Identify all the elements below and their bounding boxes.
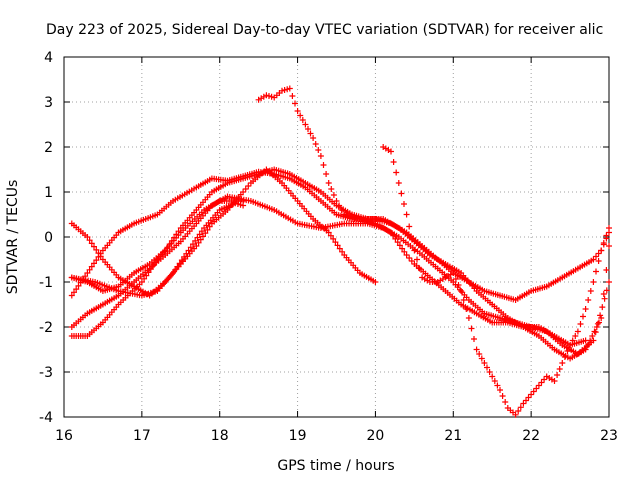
x-tick-label: 21 [444, 428, 462, 444]
y-tick-label: 2 [44, 140, 53, 156]
series-markers [380, 144, 612, 418]
series-markers [68, 166, 612, 362]
x-tick-label: 22 [522, 428, 540, 444]
series-track-3 [68, 168, 612, 303]
y-tick-labels: -4 -3 -2 -1 0 1 2 3 4 [39, 50, 53, 426]
x-tick-label: 17 [133, 428, 151, 444]
series-markers [68, 166, 379, 299]
grid-lines [64, 57, 609, 417]
x-axis-label: GPS time / hours [277, 458, 394, 474]
y-tick-label: -2 [39, 320, 53, 336]
x-tick-labels: 16 17 18 19 20 21 22 23 [55, 428, 618, 444]
y-tick-label: -4 [39, 410, 53, 426]
y-tick-label: 4 [44, 50, 53, 66]
series-markers [68, 193, 612, 357]
axis-ticks [63, 56, 610, 418]
y-tick-label: -1 [39, 275, 53, 291]
y-axis-label: SDTVAR / TECUs [5, 180, 21, 295]
series-markers [68, 168, 612, 303]
series-track-5 [68, 193, 612, 357]
series-track-8 [380, 144, 612, 418]
series-track-7 [255, 85, 589, 348]
x-tick-label: 20 [367, 428, 385, 444]
series-markers [255, 85, 589, 348]
y-tick-label: 3 [44, 95, 53, 111]
y-tick-label: 0 [44, 230, 53, 246]
series-track-6 [68, 166, 612, 362]
y-tick-label: 1 [44, 185, 53, 201]
series-track-4 [68, 166, 379, 299]
series-layer [68, 85, 612, 418]
x-tick-label: 23 [600, 428, 618, 444]
x-tick-label: 19 [289, 428, 307, 444]
x-tick-label: 16 [55, 428, 73, 444]
y-tick-label: -3 [39, 365, 53, 381]
chart-title: Day 223 of 2025, Sidereal Day-to-day VTE… [46, 22, 603, 38]
x-tick-label: 18 [211, 428, 229, 444]
